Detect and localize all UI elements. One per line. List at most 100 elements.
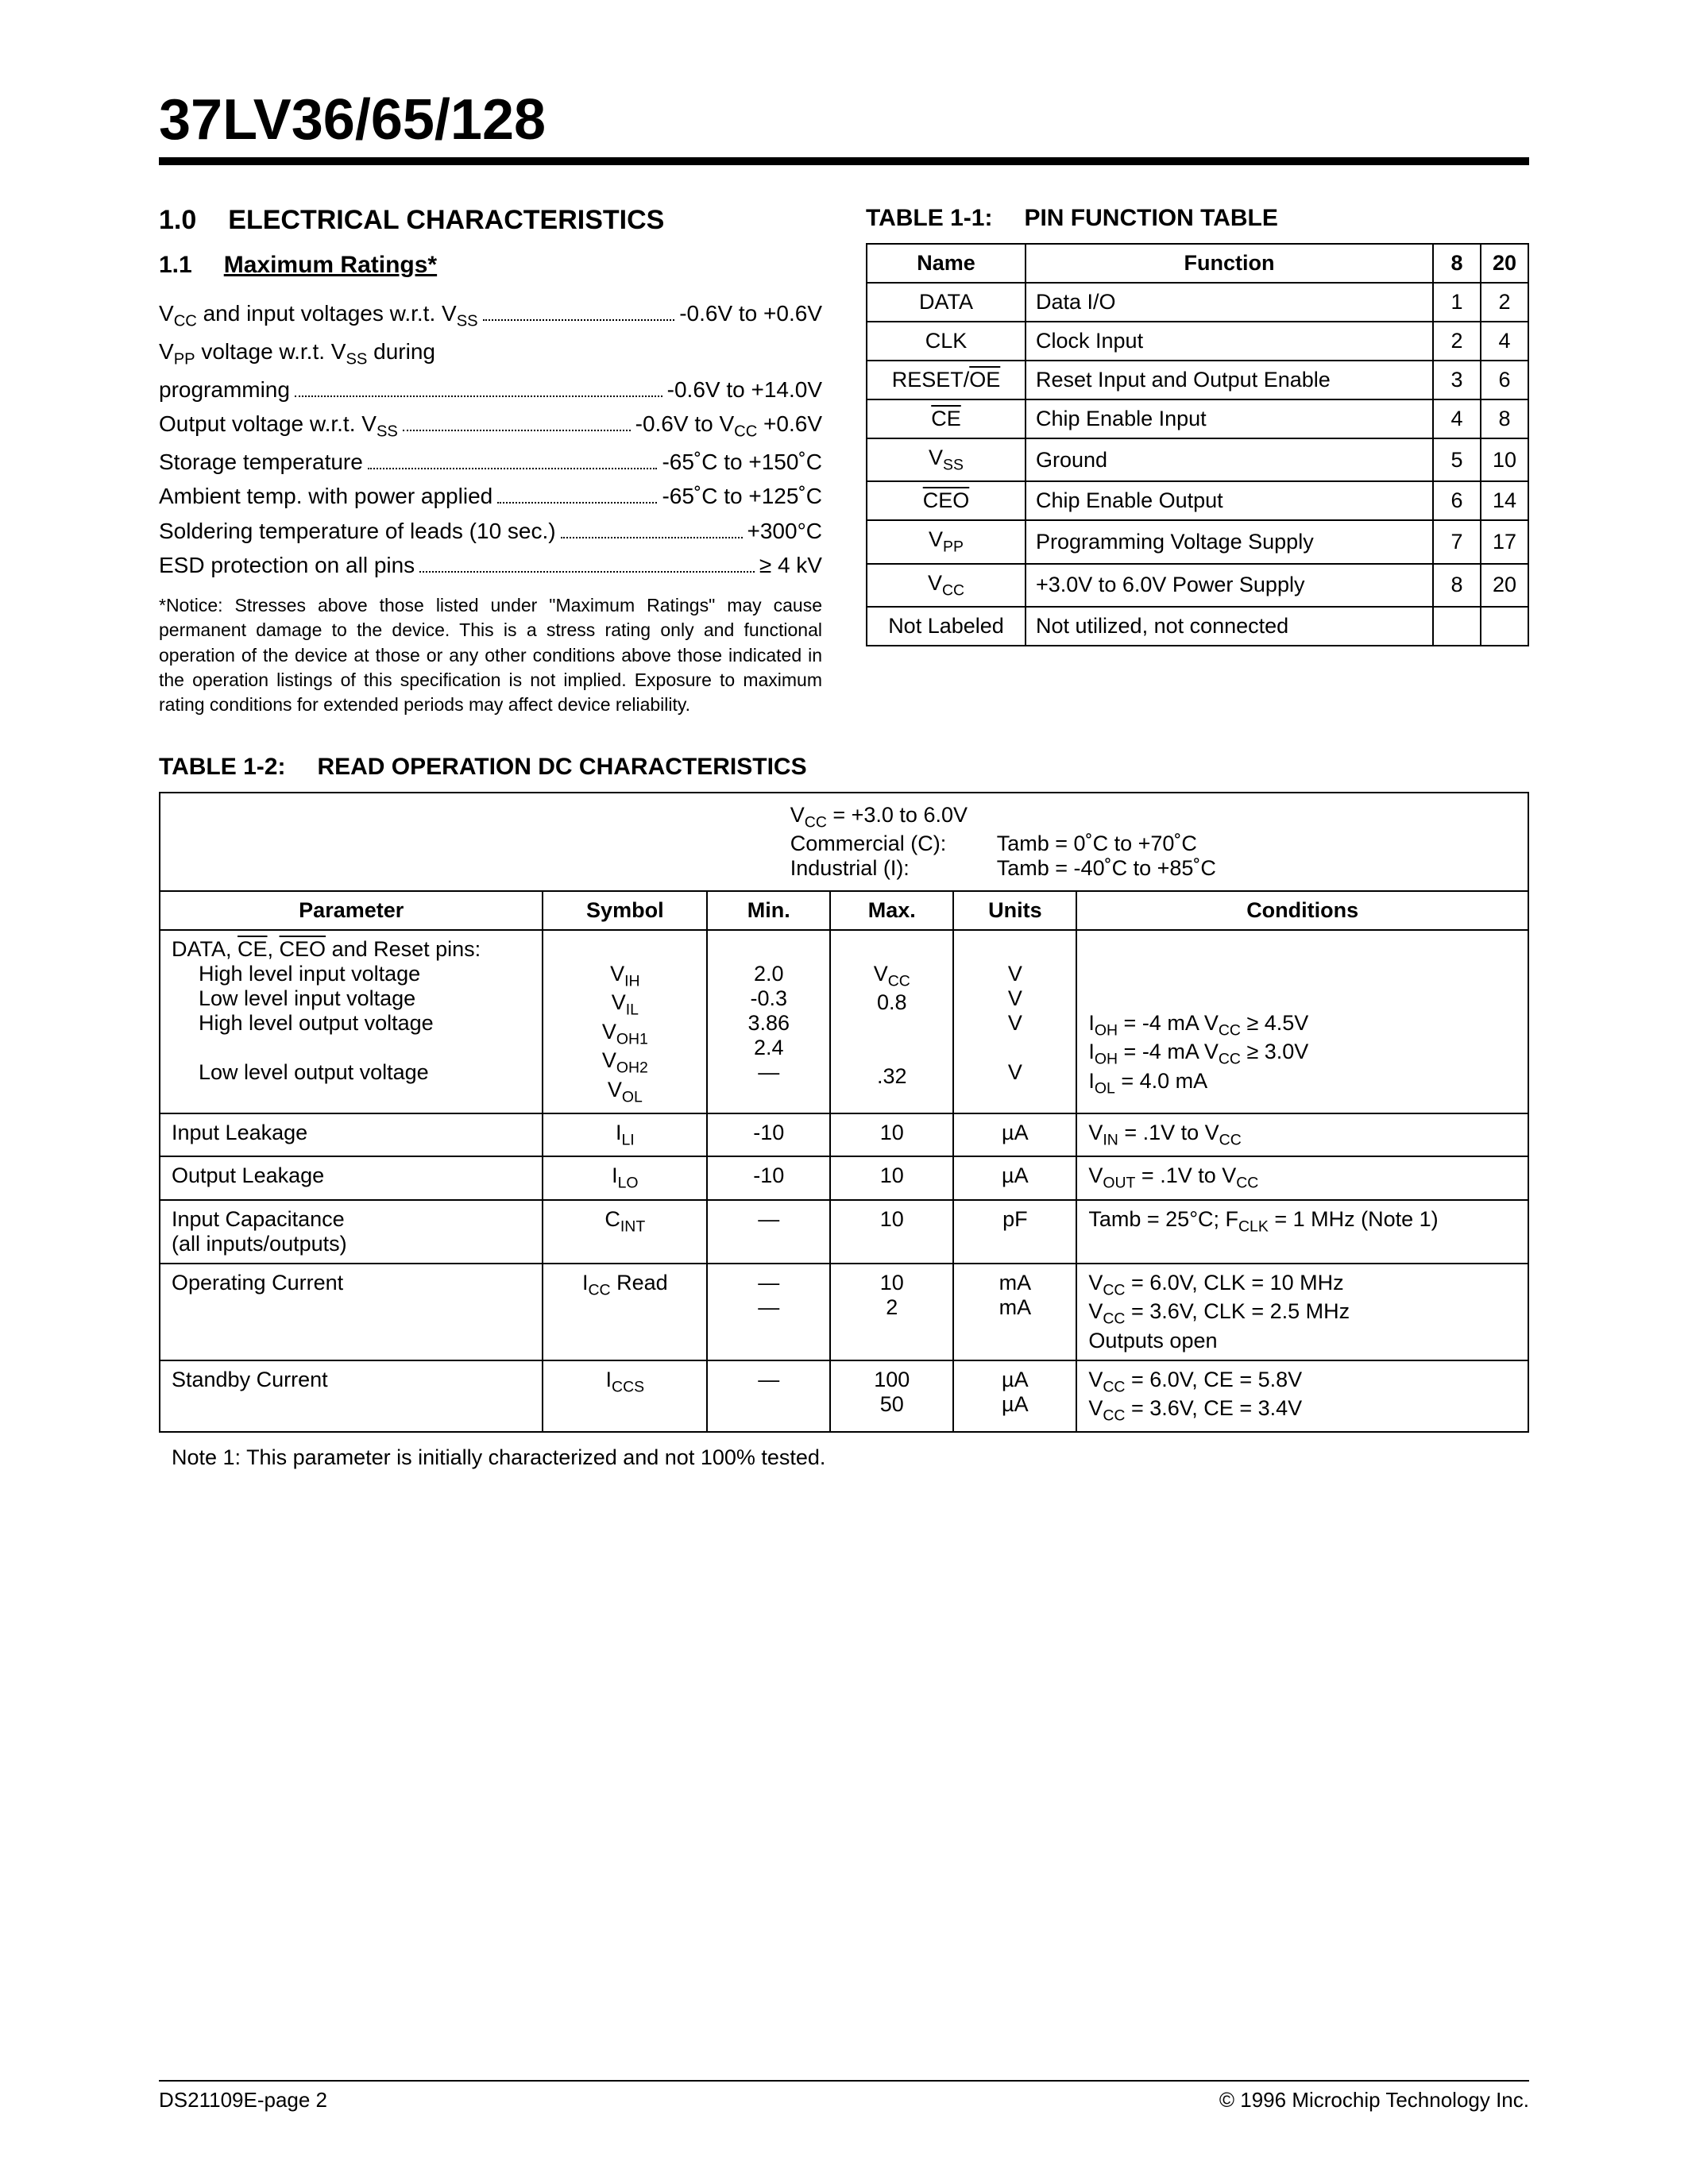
footer-right: © 1996 Microchip Technology Inc. — [1219, 2088, 1529, 2113]
pin-name: CE — [867, 399, 1026, 438]
table-1-2-section: TABLE 1-2: READ OPERATION DC CHARACTERIS… — [159, 754, 1529, 1471]
left-column: 1.0 ELECTRICAL CHARACTERISTICS 1.1 Maxim… — [159, 205, 822, 717]
dc-min: -10 — [707, 1113, 830, 1156]
rating-row: Output voltage w.r.t. VSS-0.6V to VCC +0… — [159, 407, 822, 445]
pin-col-20 — [1481, 607, 1528, 646]
pin-function-table: NameFunction820DATAData I/O12CLKClock In… — [866, 243, 1529, 646]
dc-table-row: Output LeakageILO-1010µAVOUT = .1V to VC… — [160, 1156, 1528, 1199]
header-rule — [159, 157, 1529, 165]
dc-max: 10 — [830, 1200, 953, 1264]
dc-max: 10050 — [830, 1360, 953, 1433]
pin-function: Chip Enable Output — [1026, 481, 1433, 520]
pin-col-20: 4 — [1481, 322, 1528, 361]
pin-table-row: CEOChip Enable Output614 — [867, 481, 1528, 520]
dc-units: VVVV — [953, 930, 1076, 1113]
dc-units: µA — [953, 1113, 1076, 1156]
pin-function: Chip Enable Input — [1026, 399, 1433, 438]
pin-table-header: Name — [867, 244, 1026, 283]
pin-col-20: 2 — [1481, 283, 1528, 322]
pin-col-8: 2 — [1433, 322, 1481, 361]
section-number: 1.0 — [159, 205, 196, 236]
dc-conditions: VIN = .1V to VCC — [1076, 1113, 1528, 1156]
subsection-title: Maximum Ratings* — [224, 252, 437, 279]
dc-table-row: Operating CurrentICC Read——102mAmAVCC = … — [160, 1264, 1528, 1360]
pin-table-row: VCC+3.0V to 6.0V Power Supply820 — [867, 564, 1528, 607]
pin-table-row: RESET/OEReset Input and Output Enable36 — [867, 361, 1528, 399]
pin-table-row: VPPProgramming Voltage Supply717 — [867, 520, 1528, 563]
dc-conditions: VCC = 6.0V, CE = 5.8VVCC = 3.6V, CE = 3.… — [1076, 1360, 1528, 1433]
dc-max: 10 — [830, 1113, 953, 1156]
footer-rule — [159, 2080, 1529, 2082]
pin-col-20: 10 — [1481, 438, 1528, 481]
dc-param: Input Capacitance(all inputs/outputs) — [160, 1200, 543, 1264]
dc-min: -10 — [707, 1156, 830, 1199]
table-1-1-caption-num: TABLE 1-1: — [866, 205, 992, 232]
dc-min: —— — [707, 1264, 830, 1360]
pin-col-8: 5 — [1433, 438, 1481, 481]
rating-row: VCC and input voltages w.r.t. VSS-0.6V t… — [159, 296, 822, 334]
dc-table-header: Max. — [830, 891, 953, 930]
pin-function: Data I/O — [1026, 283, 1433, 322]
pin-col-8: 8 — [1433, 564, 1481, 607]
dc-table-row: Standby CurrentICCS—10050µAµAVCC = 6.0V,… — [160, 1360, 1528, 1433]
pin-function: Clock Input — [1026, 322, 1433, 361]
ratings-list: VCC and input voltages w.r.t. VSS-0.6V t… — [159, 296, 822, 582]
pin-name: CLK — [867, 322, 1026, 361]
pin-col-8: 4 — [1433, 399, 1481, 438]
rating-row: ESD protection on all pins≥ 4 kV — [159, 548, 822, 582]
dc-table-row: DATA, CE, CEO and Reset pins:High level … — [160, 930, 1528, 1113]
dc-conditions-header: VCC = +3.0 to 6.0VCommercial (C):Tamb = … — [160, 793, 1528, 891]
dc-table-row: Input Capacitance(all inputs/outputs)CIN… — [160, 1200, 1528, 1264]
section-title: ELECTRICAL CHARACTERISTICS — [228, 205, 664, 236]
pin-table-row: CEChip Enable Input48 — [867, 399, 1528, 438]
pin-col-20: 8 — [1481, 399, 1528, 438]
rating-row: Soldering temperature of leads (10 sec.)… — [159, 514, 822, 548]
right-column: TABLE 1-1: PIN FUNCTION TABLE NameFuncti… — [866, 205, 1529, 717]
page: 37LV36/65/128 1.0 ELECTRICAL CHARACTERIS… — [0, 0, 1688, 2184]
dc-param: Operating Current — [160, 1264, 543, 1360]
dc-conditions: IOH = -4 mA VCC ≥ 4.5VIOH = -4 mA VCC ≥ … — [1076, 930, 1528, 1113]
table-1-1-caption-title: PIN FUNCTION TABLE — [1024, 205, 1277, 232]
pin-name: RESET/OE — [867, 361, 1026, 399]
dc-table-header: Min. — [707, 891, 830, 930]
table-1-2-caption: TABLE 1-2: READ OPERATION DC CHARACTERIS… — [159, 754, 1529, 781]
page-footer: DS21109E-page 2 © 1996 Microchip Technol… — [159, 2080, 1529, 2113]
two-column-region: 1.0 ELECTRICAL CHARACTERISTICS 1.1 Maxim… — [159, 205, 1529, 717]
note-1: Note 1: This parameter is initially char… — [159, 1445, 1529, 1470]
pin-function: Ground — [1026, 438, 1433, 481]
dc-units: µA — [953, 1156, 1076, 1199]
dc-conditions: VOUT = .1V to VCC — [1076, 1156, 1528, 1199]
pin-table-header: 8 — [1433, 244, 1481, 283]
dc-min: — — [707, 1360, 830, 1433]
pin-table-row: CLKClock Input24 — [867, 322, 1528, 361]
pin-col-8: 1 — [1433, 283, 1481, 322]
dc-symbol: ILI — [543, 1113, 707, 1156]
dc-table-header: Parameter — [160, 891, 543, 930]
dc-units: pF — [953, 1200, 1076, 1264]
subsection-number: 1.1 — [159, 252, 192, 279]
section-1-heading: 1.0 ELECTRICAL CHARACTERISTICS — [159, 205, 822, 236]
dc-param: Standby Current — [160, 1360, 543, 1433]
pin-table-row: Not LabeledNot utilized, not connected — [867, 607, 1528, 646]
dc-characteristics-table: VCC = +3.0 to 6.0VCommercial (C):Tamb = … — [159, 792, 1529, 1433]
dc-table-row: Input LeakageILI-1010µAVIN = .1V to VCC — [160, 1113, 1528, 1156]
pin-col-20: 20 — [1481, 564, 1528, 607]
dc-symbol: CINT — [543, 1200, 707, 1264]
dc-table-header: Conditions — [1076, 891, 1528, 930]
pin-function: Programming Voltage Supply — [1026, 520, 1433, 563]
dc-symbol: ILO — [543, 1156, 707, 1199]
dc-min: 2.0-0.33.862.4— — [707, 930, 830, 1113]
dc-symbol: VIHVILVOH1VOH2VOL — [543, 930, 707, 1113]
dc-table-header: Units — [953, 891, 1076, 930]
pin-function: Reset Input and Output Enable — [1026, 361, 1433, 399]
pin-name: DATA — [867, 283, 1026, 322]
dc-max: 10 — [830, 1156, 953, 1199]
pin-col-20: 6 — [1481, 361, 1528, 399]
footer-left: DS21109E-page 2 — [159, 2088, 327, 2113]
pin-function: +3.0V to 6.0V Power Supply — [1026, 564, 1433, 607]
rating-row: Ambient temp. with power applied-65˚C to… — [159, 479, 822, 513]
pin-col-20: 17 — [1481, 520, 1528, 563]
dc-symbol: ICC Read — [543, 1264, 707, 1360]
pin-col-20: 14 — [1481, 481, 1528, 520]
pin-table-header: 20 — [1481, 244, 1528, 283]
